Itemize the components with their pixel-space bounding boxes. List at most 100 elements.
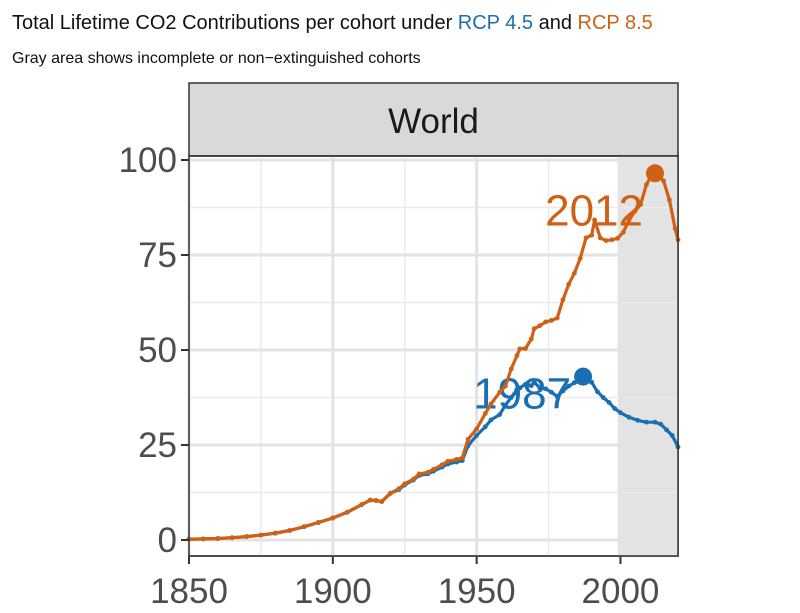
data-point-rcp-8-5	[482, 411, 488, 416]
data-point-rcp-4-5	[531, 379, 537, 385]
data-point-rcp-8-5	[439, 462, 445, 468]
data-point-rcp-4-5	[626, 414, 632, 420]
chart-subtitle: Gray area shows incomplete or non−exting…	[12, 50, 421, 67]
data-point-rcp-8-5	[592, 217, 597, 223]
data-point-rcp-4-5	[503, 402, 508, 408]
data-point-rcp-4-5	[497, 412, 503, 417]
data-point-rcp-8-5	[379, 499, 385, 504]
y-tick-label: 50	[138, 331, 177, 370]
panel-border	[188, 155, 679, 557]
data-point-rcp-4-5	[523, 381, 528, 387]
title-joiner: and	[538, 12, 572, 34]
data-point-rcp-8-5	[454, 457, 459, 462]
y-tick-label: 75	[138, 236, 177, 275]
data-point-rcp-8-5	[554, 315, 560, 321]
data-point-rcp-4-5	[517, 385, 523, 391]
data-point-rcp-8-5	[523, 346, 528, 351]
data-point-rcp-8-5	[272, 530, 278, 536]
data-point-rcp-4-5	[508, 395, 514, 400]
data-point-rcp-8-5	[603, 238, 609, 244]
grid-layer	[187, 156, 678, 556]
data-point-rcp-8-5	[503, 383, 508, 389]
data-point-rcp-4-5	[658, 421, 664, 427]
data-point-rcp-8-5	[411, 476, 416, 482]
data-point-rcp-8-5	[497, 389, 503, 395]
data-point-rcp-4-5	[606, 400, 612, 405]
data-point-rcp-4-5	[566, 383, 572, 389]
y-tick-label: 25	[138, 426, 177, 465]
axis-layer: 0 25 50 75 100 1850 1900 1950 2000	[119, 141, 660, 611]
data-point-rcp-8-5	[566, 281, 572, 287]
data-point-rcp-8-5	[549, 318, 554, 323]
data-point-rcp-8-5	[672, 226, 678, 231]
data-point-rcp-8-5	[609, 237, 615, 243]
data-point-rcp-4-5	[652, 419, 658, 425]
data-point-rcp-4-5	[560, 388, 566, 394]
facet-strip-label: World	[388, 102, 479, 141]
data-point-rcp-8-5	[615, 235, 620, 241]
data-point-rcp-8-5	[431, 466, 436, 472]
data-point-rcp-8-5	[514, 353, 520, 359]
data-point-rcp-8-5	[577, 256, 583, 261]
data-point-rcp-8-5	[215, 536, 221, 541]
data-point-rcp-8-5	[465, 436, 471, 442]
data-point-rcp-8-5	[632, 208, 638, 214]
data-point-rcp-8-5	[583, 235, 589, 241]
data-point-rcp-8-5	[201, 536, 206, 542]
data-point-rcp-8-5	[244, 534, 249, 539]
peak-label-rcp-4-5: 1987	[473, 370, 571, 419]
data-point-rcp-8-5	[258, 532, 264, 538]
data-point-rcp-4-5	[537, 385, 543, 391]
peak-label-rcp-8-5: 2012	[545, 186, 643, 235]
data-point-rcp-8-5	[644, 182, 649, 188]
data-point-rcp-8-5	[301, 524, 307, 530]
data-point-rcp-8-5	[425, 470, 431, 475]
data-point-rcp-8-5	[626, 217, 632, 223]
data-point-rcp-8-5	[531, 326, 537, 332]
data-point-rcp-8-5	[388, 490, 393, 496]
title-rcp45: RCP 4.5	[457, 12, 534, 34]
data-point-rcp-8-5	[638, 202, 643, 207]
data-point-rcp-8-5	[359, 502, 364, 508]
peak-marker-rcp-4-5	[574, 367, 593, 386]
y-tick-label: 0	[158, 521, 177, 560]
x-tick-label: 1900	[294, 572, 372, 611]
data-point-rcp-8-5	[396, 486, 402, 492]
series-layer: 1987 2012	[186, 164, 681, 542]
data-point-rcp-8-5	[459, 455, 465, 461]
data-point-rcp-4-5	[595, 389, 600, 395]
data-point-rcp-4-5	[528, 383, 534, 389]
data-point-rcp-4-5	[664, 427, 669, 433]
peak-marker-rcp-8-5	[645, 164, 664, 183]
data-point-rcp-4-5	[600, 395, 606, 400]
data-point-rcp-4-5	[543, 386, 549, 392]
data-point-rcp-8-5	[344, 509, 350, 515]
data-point-rcp-8-5	[416, 471, 422, 477]
data-point-rcp-4-5	[474, 433, 479, 438]
data-point-rcp-8-5	[589, 232, 595, 238]
data-point-rcp-8-5	[330, 515, 336, 521]
data-point-rcp-8-5	[488, 401, 494, 407]
data-point-rcp-8-5	[373, 498, 379, 503]
data-point-rcp-8-5	[528, 336, 534, 342]
data-point-rcp-8-5	[316, 520, 321, 525]
data-point-rcp-4-5	[554, 394, 560, 399]
data-point-rcp-8-5	[537, 323, 543, 329]
x-tick-label: 2000	[582, 572, 660, 611]
data-point-rcp-4-5	[488, 417, 494, 423]
data-point-rcp-4-5	[644, 419, 649, 425]
y-tick-label: 100	[119, 141, 177, 180]
title-prefix: Total Lifetime CO2 Contributions per coh…	[12, 12, 453, 34]
data-point-rcp-8-5	[620, 229, 626, 235]
data-point-rcp-4-5	[612, 406, 618, 411]
data-point-rcp-8-5	[229, 535, 235, 541]
data-point-rcp-8-5	[402, 481, 408, 487]
data-point-rcp-8-5	[474, 426, 479, 432]
data-point-rcp-8-5	[543, 319, 549, 325]
data-point-rcp-8-5	[597, 235, 603, 241]
data-point-rcp-8-5	[367, 497, 373, 503]
data-point-rcp-8-5	[445, 458, 451, 464]
data-point-rcp-4-5	[549, 389, 554, 395]
data-point-rcp-8-5	[572, 270, 577, 276]
